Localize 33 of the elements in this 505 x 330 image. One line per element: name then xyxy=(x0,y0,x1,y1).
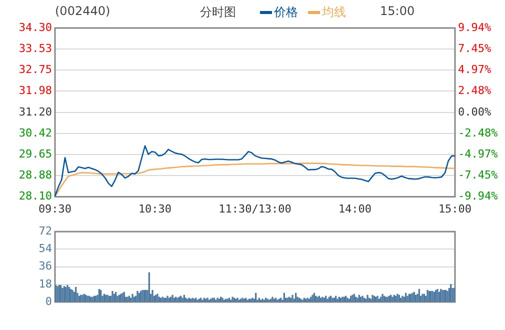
y-tick-label: 28.10 xyxy=(18,190,52,203)
x-tick-label: 09:30 xyxy=(38,202,72,216)
legend-label: 均线 xyxy=(321,4,346,21)
text: 15:00 xyxy=(380,4,415,18)
y-tick-label: 29.65 xyxy=(18,147,52,160)
legend-label: 价格 xyxy=(273,4,298,21)
y-tick-label: 30.42 xyxy=(18,126,52,140)
y2-tick-label: -2.48% xyxy=(458,126,498,140)
y-tick-label: 18 xyxy=(38,277,52,290)
y-tick-label: 72 xyxy=(38,224,52,238)
y2-tick-label: 7.45% xyxy=(458,42,492,55)
y-tick-label: 33.53 xyxy=(18,42,52,55)
y-tick-label: 54 xyxy=(38,242,52,256)
x-tick-label: 11:30/13:00 xyxy=(218,202,292,216)
y-tick-label: 28.88 xyxy=(18,168,52,182)
x-tick-label: 14:00 xyxy=(338,202,372,216)
y2-tick-label: 4.97% xyxy=(458,63,492,76)
y2-tick-label: 2.48% xyxy=(458,84,492,98)
y2-tick-label: -7.45% xyxy=(458,168,498,182)
x-tick-label: 15:00 xyxy=(438,202,472,216)
x-tick-label: 10:30 xyxy=(138,202,172,216)
y-tick-label: 32.75 xyxy=(18,63,52,76)
y-tick-label: 36 xyxy=(38,260,52,273)
y2-tick-label: -9.94% xyxy=(458,190,498,203)
y2-tick-label: -4.97% xyxy=(458,147,498,160)
y2-tick-label: 0.00% xyxy=(458,105,492,118)
y-tick-label: 0 xyxy=(45,294,52,308)
y2-tick-label: 9.94% xyxy=(458,20,492,34)
chart-subtitle: 分时图 xyxy=(200,4,236,21)
y-tick-label: 31.98 xyxy=(18,84,52,98)
chart-title: (002440) xyxy=(55,4,110,18)
y-tick-label: 34.30 xyxy=(18,20,52,34)
y-tick-label: 31.20 xyxy=(18,105,52,118)
